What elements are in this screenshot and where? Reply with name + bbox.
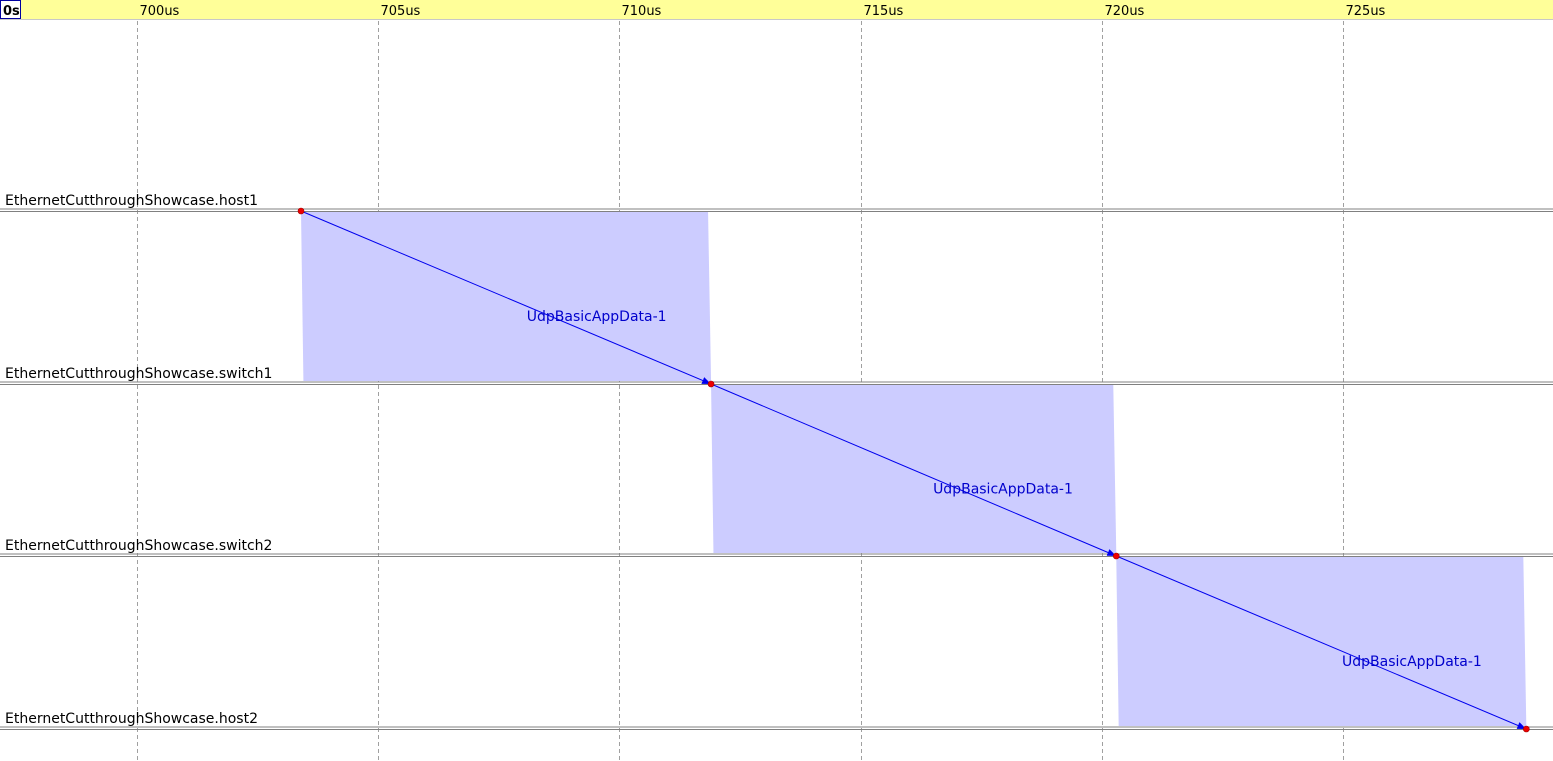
event-markers xyxy=(297,207,1530,733)
message-label[interactable]: UdpBasicAppData-1 xyxy=(527,309,667,325)
message-label[interactable]: UdpBasicAppData-1 xyxy=(1342,654,1482,670)
event-marker[interactable] xyxy=(1112,552,1120,560)
message-arrow[interactable] xyxy=(710,383,1117,557)
ruler-tick-label: 720us xyxy=(1105,4,1145,19)
ruler-tick-label: 710us xyxy=(622,4,662,19)
ruler-ticks: 700us 705us 710us 715us 720us 725us xyxy=(140,4,1386,19)
axis-label[interactable]: EthernetCutthroughShowcase.switch1 xyxy=(5,366,272,382)
axis-label[interactable]: EthernetCutthroughShowcase.switch2 xyxy=(5,538,272,554)
ruler-origin-label: 0s xyxy=(3,4,20,19)
event-marker[interactable] xyxy=(297,207,305,215)
transmission-shades xyxy=(301,212,1527,726)
ruler-tick-label: 705us xyxy=(381,4,421,19)
ruler-background xyxy=(0,0,1553,19)
ruler-tick-label: 715us xyxy=(864,4,904,19)
ruler-tick-label: 700us xyxy=(140,4,180,19)
message-arrow[interactable] xyxy=(1116,555,1527,730)
event-marker[interactable] xyxy=(1523,725,1530,733)
axis-label[interactable]: EthernetCutthroughShowcase.host1 xyxy=(5,193,258,209)
message-arrows: UdpBasicAppData-1 UdpBasicAppData-1 UdpBas… xyxy=(300,210,1527,730)
time-ruler[interactable]: 0s 700us 705us 710us 715us 720us 725us xyxy=(0,0,1553,20)
ruler-origin-box[interactable] xyxy=(0,0,21,19)
module-axes: EthernetCutthroughShowcase.host1 Ethernet… xyxy=(0,193,1553,730)
axis-label[interactable]: EthernetCutthroughShowcase.host2 xyxy=(5,711,258,727)
event-marker[interactable] xyxy=(707,380,715,388)
ruler-tick-label: 725us xyxy=(1346,4,1386,19)
message-arrow[interactable] xyxy=(300,210,712,385)
message-label[interactable]: UdpBasicAppData-1 xyxy=(933,481,1073,497)
